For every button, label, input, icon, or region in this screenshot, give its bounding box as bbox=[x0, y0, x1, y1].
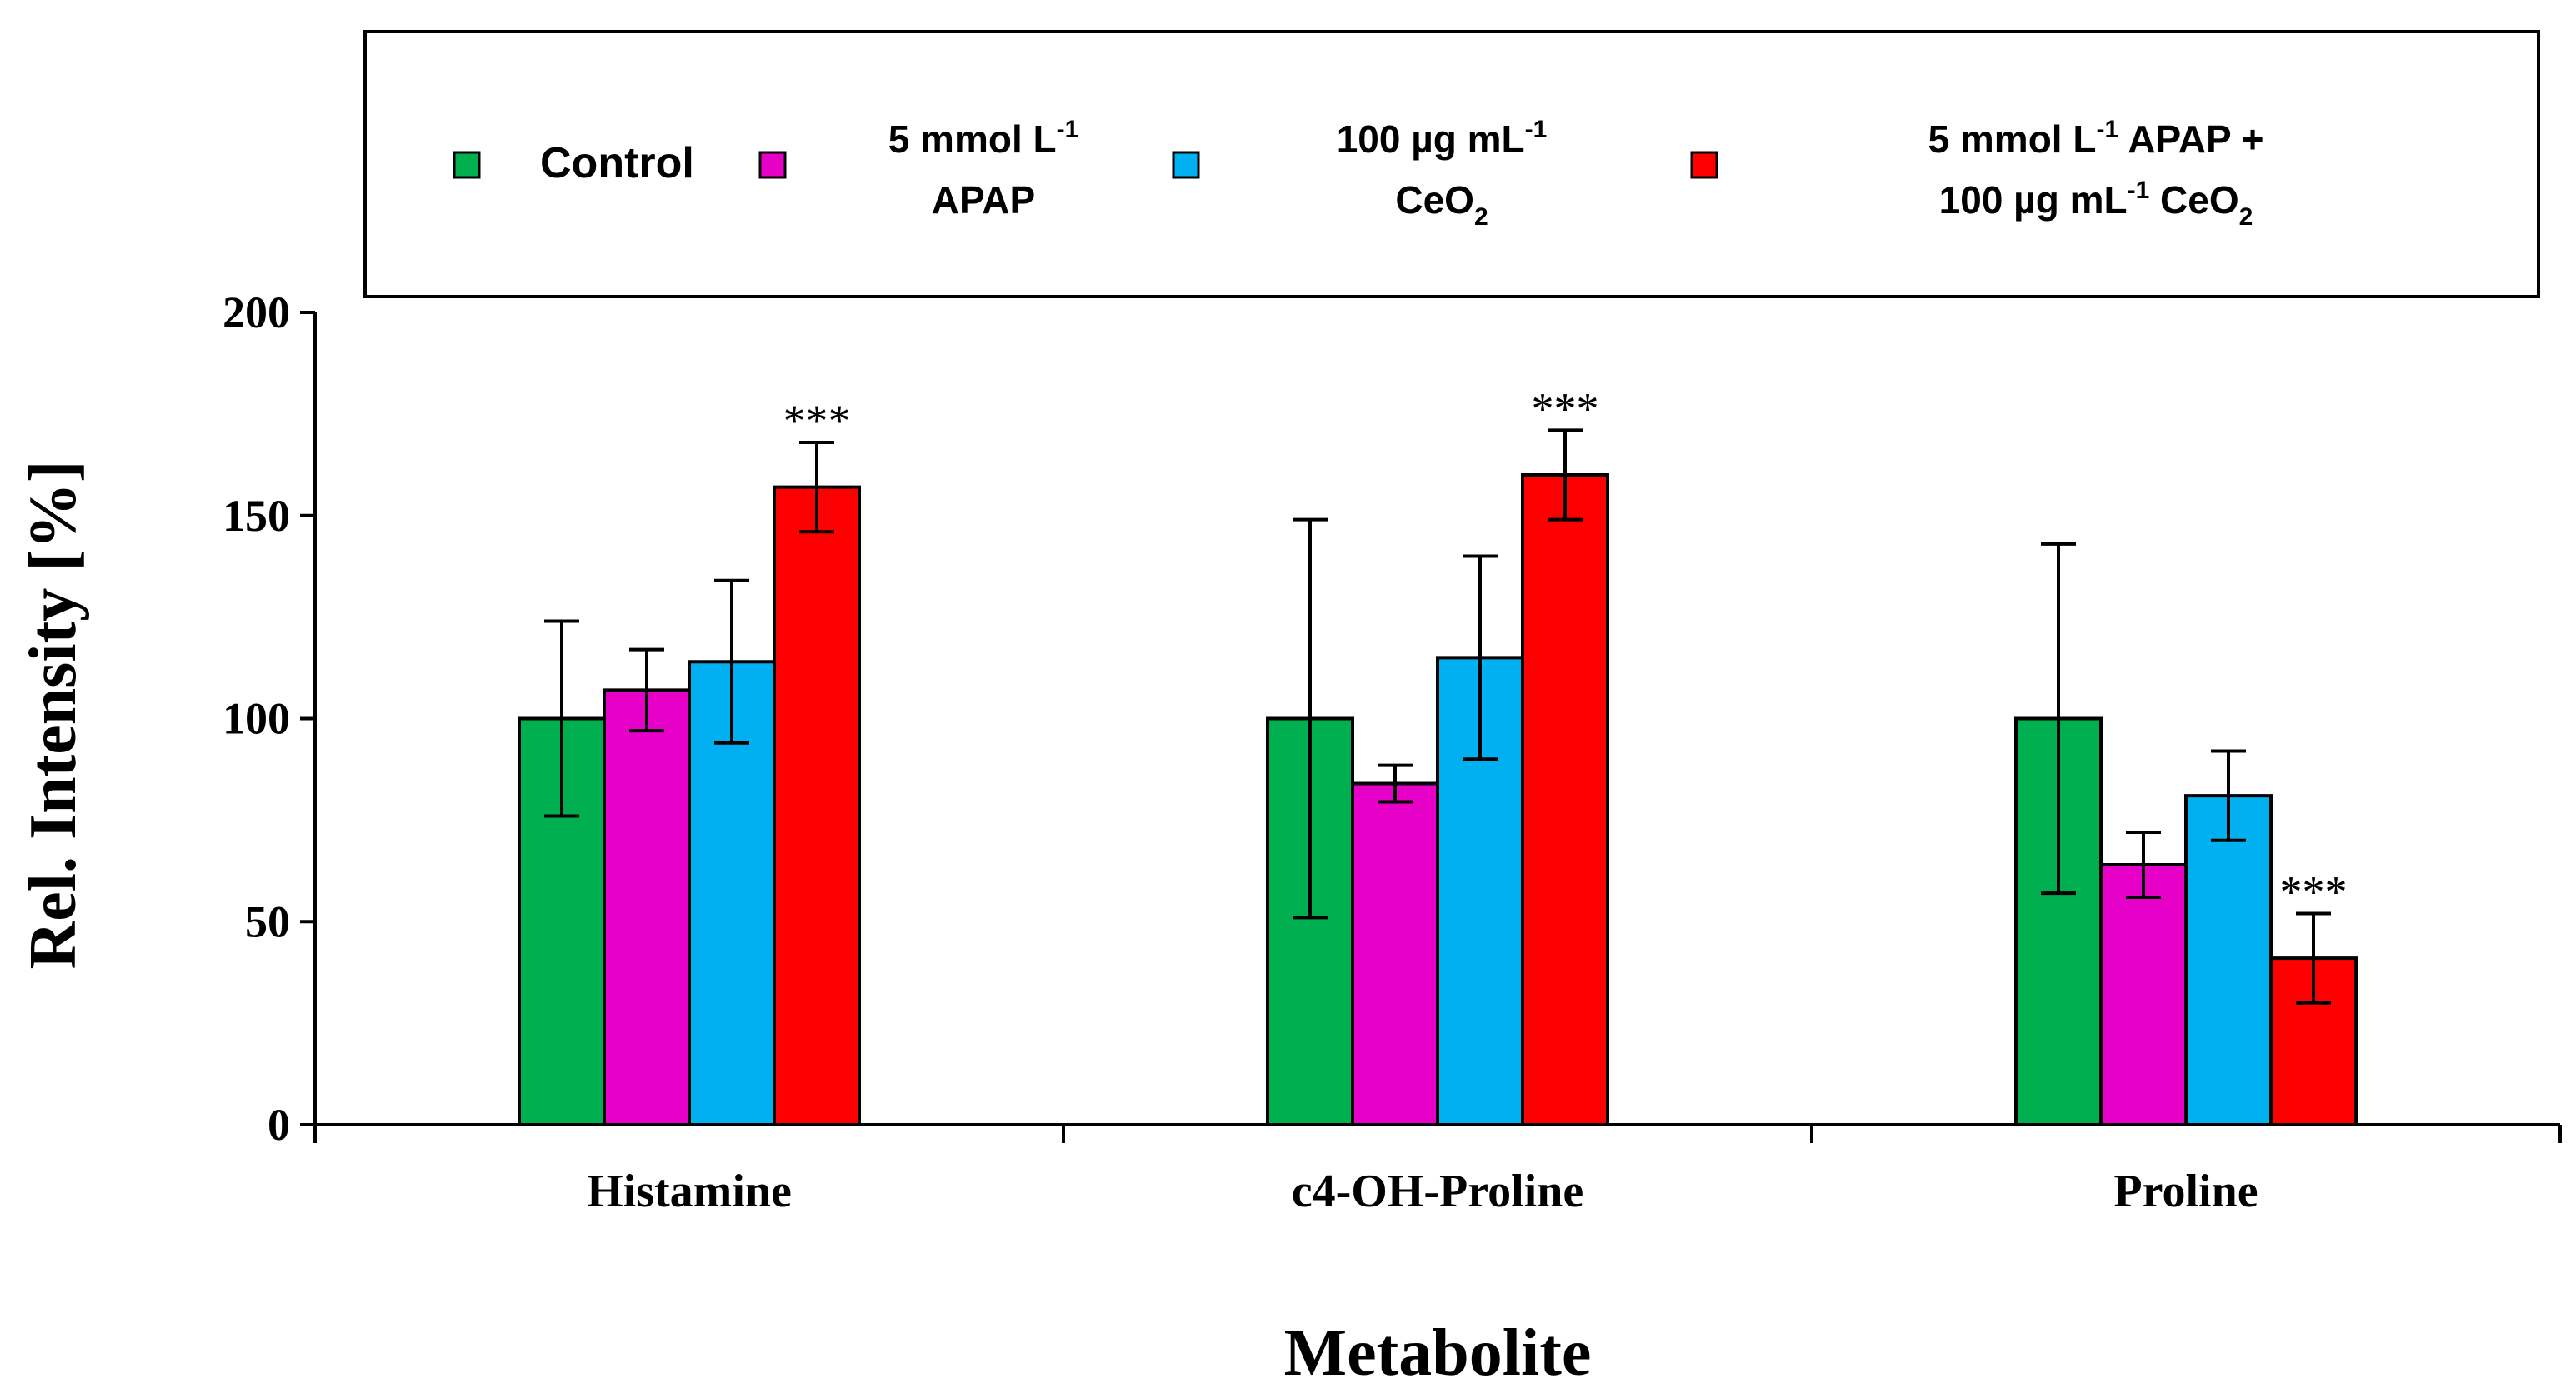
y-tick-label: 100 bbox=[223, 694, 290, 744]
legend-frame bbox=[363, 30, 2540, 298]
x-axis-label: Metabolite bbox=[1284, 1316, 1592, 1388]
bar bbox=[2099, 863, 2188, 1126]
legend-swatch-apap bbox=[758, 151, 787, 179]
legend-label-ceo2-line2: CeO2 bbox=[1395, 178, 1488, 231]
error-bar bbox=[2296, 911, 2331, 1005]
y-tick-label: 200 bbox=[223, 287, 290, 337]
error-bar bbox=[714, 578, 749, 745]
legend-label-apap-line2: APAP bbox=[932, 178, 1035, 222]
error-bar bbox=[1293, 517, 1328, 920]
y-tick-label: 0 bbox=[268, 1100, 290, 1150]
bar bbox=[773, 485, 861, 1126]
y-tick-label: 150 bbox=[223, 491, 290, 541]
bar bbox=[1521, 473, 1609, 1126]
error-bars bbox=[544, 428, 2331, 1005]
legend-swatch-combo bbox=[1690, 151, 1718, 179]
error-bar bbox=[799, 441, 834, 534]
bar bbox=[2184, 794, 2273, 1126]
y-axis-label: Rel. Intensity [%] bbox=[17, 460, 90, 969]
error-bar bbox=[1548, 428, 1583, 522]
legend-swatch-control bbox=[453, 151, 481, 179]
error-bar bbox=[2211, 749, 2246, 842]
legend-item-ceo2: 100 µg mL-1 CeO2 bbox=[1172, 116, 1548, 231]
error-bar bbox=[2041, 542, 2076, 896]
legend-label-combo-line2: 100 µg mL-1 CeO2 bbox=[1939, 177, 2253, 231]
y-tick-label: 50 bbox=[245, 896, 290, 946]
legend-item-control: Control bbox=[453, 139, 694, 187]
significance-marker: *** bbox=[1532, 383, 1599, 433]
legend: Control 5 mmol L-1 APAP 100 µg mL-1 CeO2 bbox=[363, 30, 2540, 298]
category-label: c4-OH-Proline bbox=[1292, 1166, 1583, 1217]
legend-label-ceo2: 100 µg mL-1 bbox=[1337, 116, 1548, 161]
y-ticks: 0 50 100 150 200 bbox=[223, 287, 315, 1150]
legend-label-control: Control bbox=[540, 139, 694, 187]
bar bbox=[603, 688, 691, 1126]
category-label: Proline bbox=[2113, 1166, 2258, 1217]
bars bbox=[518, 473, 2358, 1126]
legend-label-combo: 5 mmol L-1 APAP + bbox=[1928, 116, 2264, 161]
significance-marker: *** bbox=[2280, 867, 2348, 917]
legend-item-apap: 5 mmol L-1 APAP bbox=[758, 116, 1079, 222]
category-label: Histamine bbox=[587, 1166, 792, 1217]
significance-marker: *** bbox=[783, 396, 851, 446]
error-bar bbox=[1463, 554, 1498, 761]
error-bar bbox=[544, 619, 579, 818]
category-labels: Histamine c4-OH-Proline Proline bbox=[587, 1166, 2258, 1217]
bar bbox=[1351, 781, 1439, 1126]
legend-swatch-ceo2 bbox=[1172, 151, 1200, 179]
legend-label-apap: 5 mmol L-1 bbox=[888, 116, 1079, 161]
error-bar bbox=[2126, 831, 2161, 899]
x-ticks bbox=[313, 1125, 2562, 1143]
error-bar bbox=[1378, 763, 1413, 804]
error-bar bbox=[629, 647, 664, 733]
legend-item-combo: 5 mmol L-1 APAP + 100 µg mL-1 CeO2 bbox=[1690, 116, 2264, 231]
significance-annotations: *** *** *** bbox=[783, 383, 2348, 916]
